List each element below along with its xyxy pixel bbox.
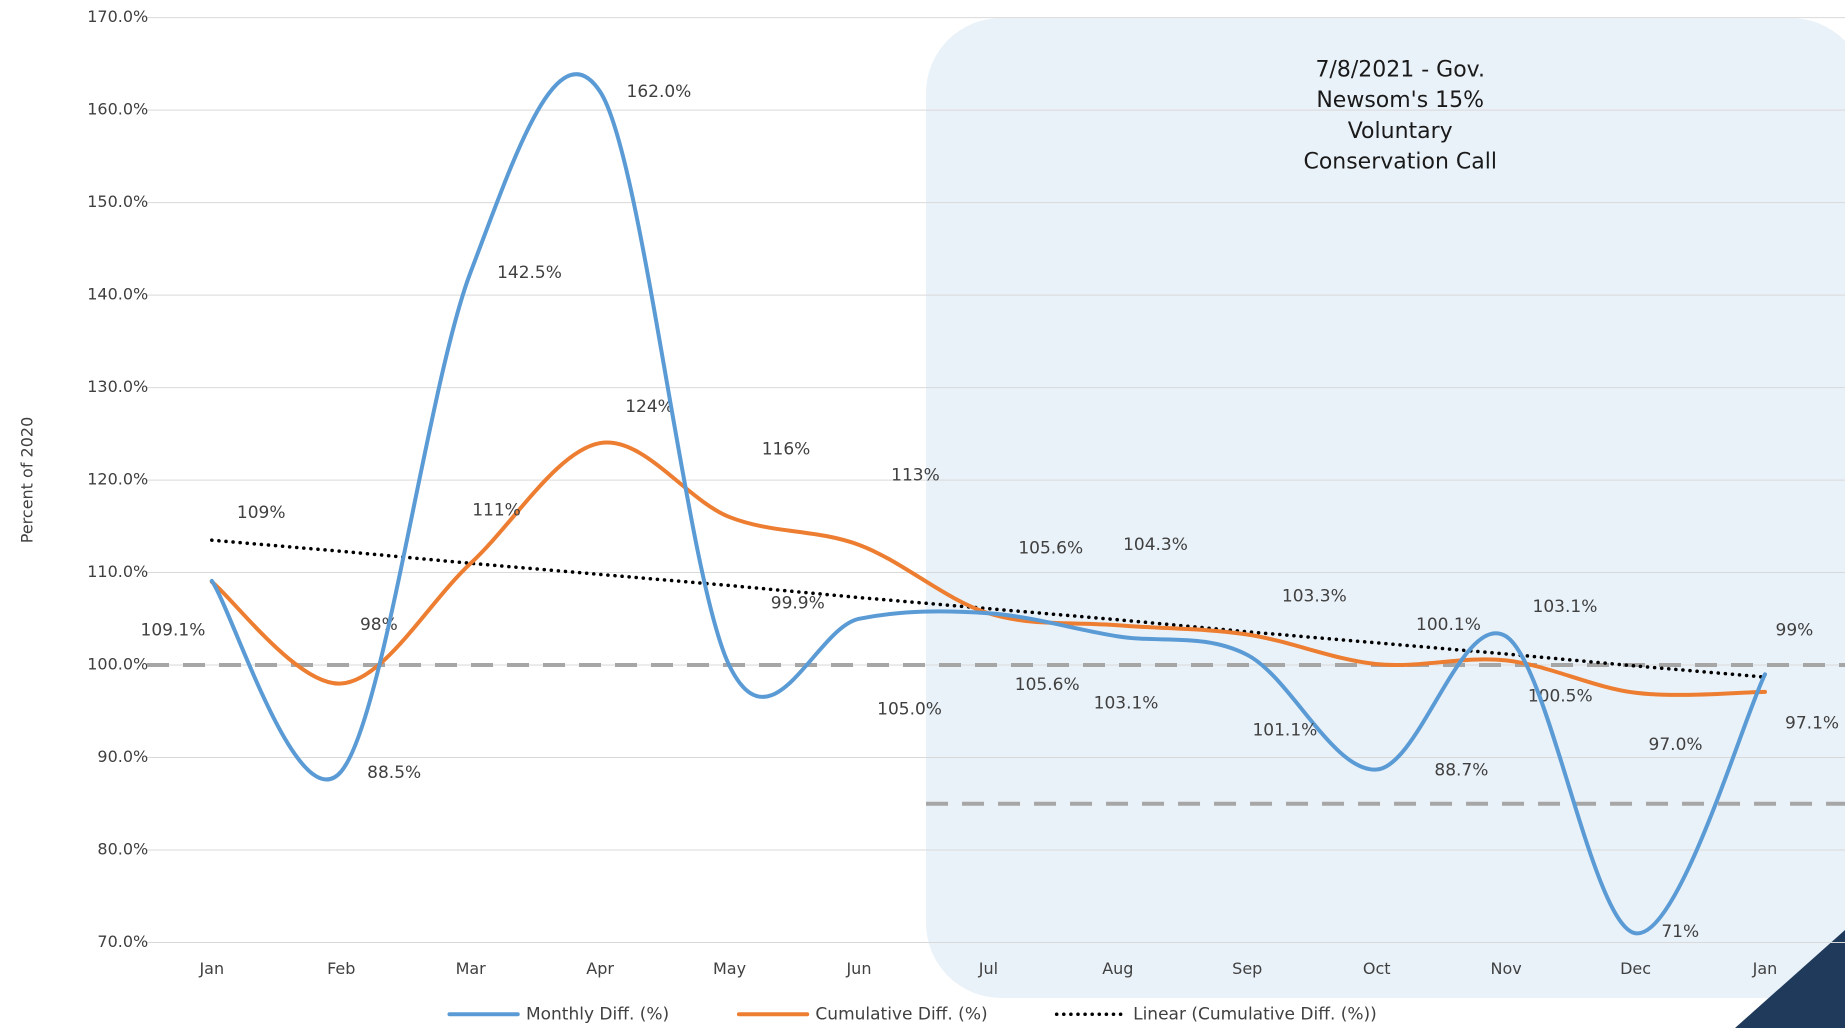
annotation: 7/8/2021 - Gov. xyxy=(1315,58,1485,83)
y-tick-label: 150.0% xyxy=(87,192,148,211)
x-tick-label: Feb xyxy=(327,959,355,978)
data-label: 105.0% xyxy=(877,700,942,720)
x-tick-label: Mar xyxy=(456,959,487,978)
highlight-region xyxy=(926,18,1845,998)
x-tick-label: Jul xyxy=(978,959,998,978)
data-label: 71% xyxy=(1661,922,1699,942)
x-tick-label: Jan xyxy=(1752,959,1778,978)
series-line xyxy=(209,440,1767,697)
x-tick-label: Apr xyxy=(586,959,614,978)
data-label: 97.1% xyxy=(1785,714,1839,734)
annotation: Voluntary xyxy=(1348,119,1453,144)
y-tick-label: 170.0% xyxy=(87,7,148,26)
data-label: 111% xyxy=(472,501,521,521)
data-label: 88.7% xyxy=(1434,761,1488,781)
x-tick-label: Sep xyxy=(1232,959,1262,978)
data-label: 99% xyxy=(1776,621,1814,641)
y-tick-label: 90.0% xyxy=(97,747,148,766)
x-tick-label: Jun xyxy=(845,959,871,978)
x-tick-label: Jan xyxy=(198,959,224,978)
data-label: 104.3% xyxy=(1123,535,1188,555)
annotation: Newsom's 15% xyxy=(1316,88,1484,113)
legend-label: Cumulative Diff. (%) xyxy=(815,1004,987,1024)
corner-decoration xyxy=(1735,930,1845,1028)
data-label: 109% xyxy=(237,503,286,523)
x-tick-label: Nov xyxy=(1491,959,1522,978)
data-label: 124% xyxy=(625,397,674,417)
y-tick-label: 160.0% xyxy=(87,100,148,119)
y-tick-label: 70.0% xyxy=(97,932,148,951)
y-tick-label: 100.0% xyxy=(87,655,148,674)
data-label: 99.9% xyxy=(771,594,825,614)
data-label: 105.6% xyxy=(1015,675,1080,695)
data-label: 100.1% xyxy=(1416,615,1481,635)
x-tick-label: Dec xyxy=(1620,959,1651,978)
y-tick-label: 140.0% xyxy=(87,285,148,304)
data-label: 103.1% xyxy=(1533,597,1598,617)
data-label: 97.0% xyxy=(1649,735,1703,755)
data-label: 113% xyxy=(891,465,940,485)
data-label: 103.1% xyxy=(1094,694,1159,714)
data-label: 88.5% xyxy=(367,763,421,783)
data-label: 142.5% xyxy=(497,263,562,283)
annotation: Conservation Call xyxy=(1303,149,1497,174)
y-tick-label: 120.0% xyxy=(87,470,148,489)
y-axis-label: Percent of 2020 xyxy=(18,417,37,544)
y-tick-label: 80.0% xyxy=(97,840,148,859)
series-line xyxy=(209,72,1767,936)
y-tick-label: 110.0% xyxy=(87,562,148,581)
series-line xyxy=(210,538,1767,679)
legend-label: Monthly Diff. (%) xyxy=(526,1004,669,1024)
y-tick-label: 130.0% xyxy=(87,377,148,396)
legend-label: Linear (Cumulative Diff. (%)) xyxy=(1133,1004,1377,1024)
data-label: 100.5% xyxy=(1528,687,1593,707)
data-label: 109.1% xyxy=(141,621,206,641)
data-label: 162.0% xyxy=(627,82,692,102)
data-label: 101.1% xyxy=(1252,721,1317,741)
data-label: 103.3% xyxy=(1282,587,1347,607)
x-tick-label: Oct xyxy=(1363,959,1391,978)
x-tick-label: Aug xyxy=(1102,959,1133,978)
x-tick-label: May xyxy=(713,959,746,978)
data-label: 105.6% xyxy=(1018,538,1083,558)
data-label: 116% xyxy=(762,439,811,459)
